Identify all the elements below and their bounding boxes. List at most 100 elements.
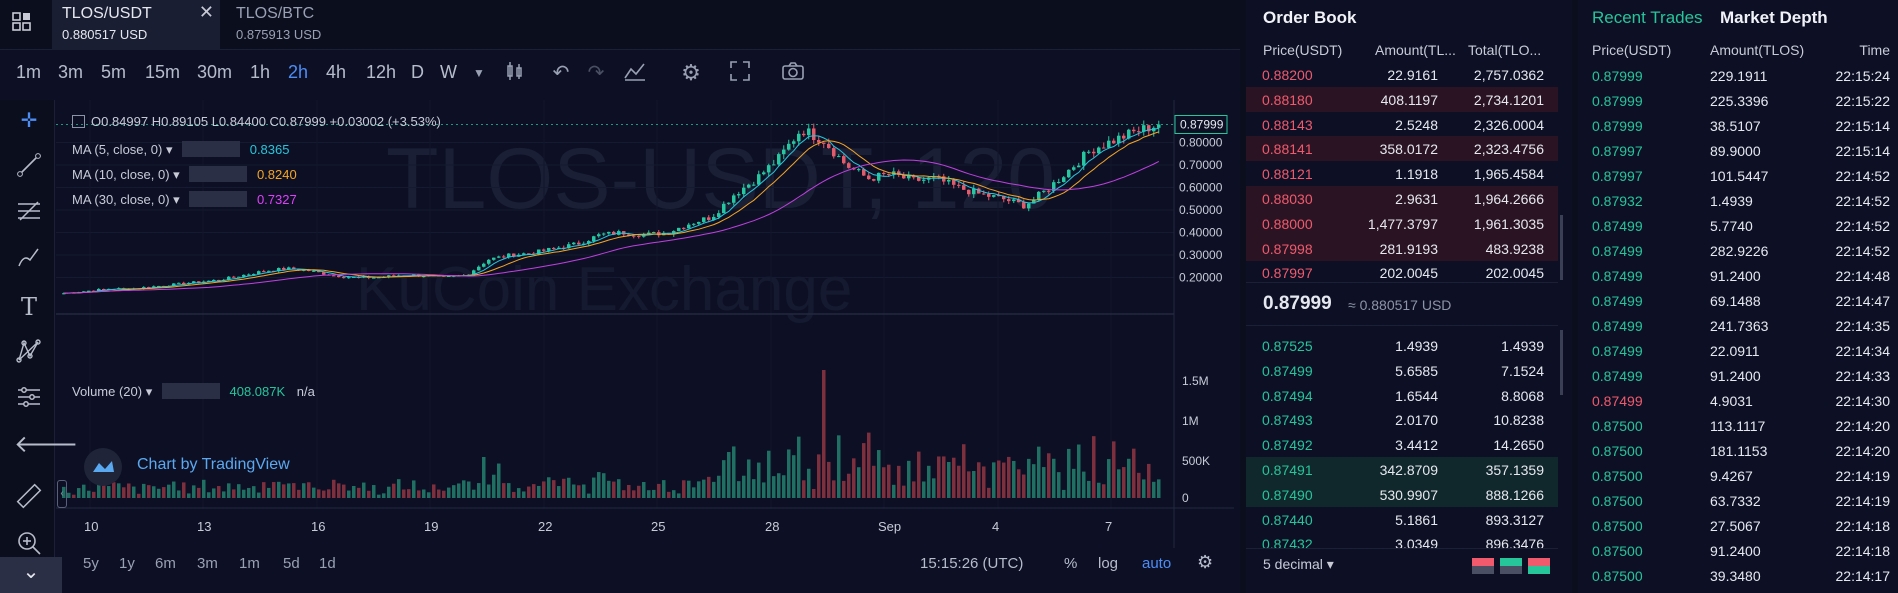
undo-icon[interactable]: ↶ (552, 62, 570, 84)
view-both-icon[interactable] (1472, 558, 1494, 574)
prediction-tool-icon[interactable] (14, 384, 44, 414)
timeframe-5m[interactable]: 5m (101, 62, 127, 82)
ask-row[interactable]: 0.88121 1.1918 1,965.4584 (1246, 161, 1558, 186)
ask-row[interactable]: 0.88000 1,477.3797 1,961.3035 (1246, 210, 1558, 236)
timeframe-1m[interactable]: 1m (16, 62, 42, 82)
range-1m[interactable]: 1m (239, 555, 260, 572)
log-toggle[interactable]: log (1098, 555, 1119, 572)
range-5y[interactable]: 5y (83, 555, 99, 572)
timeframe-1h[interactable]: 1h (250, 62, 271, 82)
percent-toggle[interactable]: % (1064, 555, 1078, 572)
candle-body (1147, 125, 1151, 132)
bids-scrollbar[interactable] (1560, 330, 1563, 395)
chevron-down-icon[interactable]: ▼ (473, 66, 485, 80)
chevron-down-icon[interactable]: ▾ (173, 192, 180, 207)
tradingview-link[interactable]: Chart by TradingView (137, 456, 290, 473)
ma5-controls[interactable] (182, 141, 241, 157)
range-1y[interactable]: 1y (119, 555, 135, 572)
candle-body (1042, 190, 1046, 192)
close-icon[interactable]: ✕ (198, 2, 214, 22)
timeframe-15m[interactable]: 15m (145, 62, 181, 82)
timeframe-30m[interactable]: 30m (197, 62, 233, 82)
ma30-legend[interactable]: MA (30, close, 0) ▾ 0.7327 (72, 191, 297, 208)
ma30-controls[interactable] (189, 191, 248, 207)
tab-tlos-btc[interactable]: TLOS/BTC 0.875913 USD (226, 0, 386, 50)
brush-icon[interactable] (14, 244, 44, 274)
asks-scrollbar[interactable] (1560, 215, 1563, 280)
tab-tlos-usdt[interactable]: TLOS/USDT 0.880517 USD ✕ (52, 0, 220, 50)
volume-legend[interactable]: Volume (20) ▾ 408.087K n/a (72, 383, 315, 400)
timeframe-2h[interactable]: 2h (288, 62, 309, 82)
trend-line-icon[interactable] (14, 152, 44, 182)
chevron-down-icon[interactable]: ▾ (173, 167, 180, 182)
timeframe-12h[interactable]: 12h (366, 62, 397, 82)
ma10-legend[interactable]: MA (10, close, 0) ▾ 0.8240 (72, 166, 297, 183)
ob-header-amount: Amount(TL... (1375, 42, 1456, 58)
bid-row[interactable]: 0.87491 342.8709 357.1359 (1246, 457, 1558, 482)
range-3m[interactable]: 3m (197, 555, 218, 572)
candles-icon[interactable] (502, 60, 528, 86)
ask-row[interactable]: 0.88180 408.1197 2,734.1201 (1246, 86, 1558, 112)
bid-amount: 5.1861 (1395, 511, 1438, 528)
ask-row[interactable]: 0.88143 2.5248 2,326.0004 (1246, 112, 1558, 137)
crosshair-icon[interactable]: ✛ (20, 110, 38, 132)
redo-icon[interactable]: ↷ (587, 62, 605, 84)
timeframe-3m[interactable]: 3m (58, 62, 84, 82)
bid-row[interactable]: 0.87432 3.0349 896.3476 (1246, 531, 1558, 556)
bid-row[interactable]: 0.87440 5.1861 893.3127 (1246, 507, 1558, 532)
price-chart[interactable]: TLOS-USDT, 120 KuCoin Exchange 0.800000.… (56, 100, 1234, 548)
ma10-controls[interactable] (189, 166, 248, 182)
ma5-legend[interactable]: MA (5, close, 0) ▾ 0.8365 (72, 141, 289, 158)
text-tool-icon[interactable]: T (20, 293, 37, 321)
collapse-legend-icon[interactable] (72, 115, 85, 128)
ask-row[interactable]: 0.88200 22.9161 2,757.0362 (1246, 62, 1558, 87)
bid-row[interactable]: 0.87494 1.6544 8.8068 (1246, 383, 1558, 408)
bid-amount: 342.8709 (1379, 462, 1438, 478)
volume-bar (942, 456, 946, 498)
tab-market-depth[interactable]: Market Depth (1720, 8, 1828, 27)
scroll-left-handle[interactable]: ‹ (57, 480, 67, 508)
view-asks-icon[interactable] (1528, 558, 1550, 574)
tradingview-logo-icon[interactable] (84, 448, 122, 486)
zoom-in-icon[interactable] (14, 530, 44, 560)
chevron-down-icon[interactable]: ▾ (145, 384, 153, 399)
collapse-toolbar-chevron-icon[interactable]: ⌄ (0, 557, 62, 593)
range-1d[interactable]: 1d (319, 555, 336, 572)
view-bids-icon[interactable] (1500, 558, 1522, 574)
fullscreen-icon[interactable] (727, 60, 753, 86)
volume-controls[interactable] (161, 383, 220, 399)
ask-price: 0.88180 (1262, 91, 1313, 108)
layout-grid-icon[interactable] (12, 12, 32, 32)
bid-row[interactable]: 0.87490 530.9907 888.1266 (1246, 481, 1558, 507)
ask-row[interactable]: 0.88030 2.9631 1,964.2666 (1246, 186, 1558, 211)
ruler-icon[interactable] (14, 483, 44, 513)
ask-row[interactable]: 0.87998 281.9193 483.9238 (1246, 235, 1558, 261)
auto-toggle[interactable]: auto (1142, 555, 1172, 572)
camera-icon[interactable] (780, 60, 806, 86)
ask-row[interactable]: 0.87997 202.0045 202.0045 (1246, 260, 1558, 285)
fib-tool-icon[interactable] (14, 198, 44, 228)
pattern-tool-icon[interactable] (14, 338, 44, 368)
back-arrow-icon[interactable]: 🡐 (14, 431, 79, 458)
trade-time: 22:15:24 (1835, 68, 1891, 84)
ask-price: 0.88200 (1262, 67, 1313, 83)
bid-row[interactable]: 0.87492 3.4412 14.2650 (1246, 432, 1558, 457)
bid-row[interactable]: 0.87499 5.6585 7.1524 (1246, 358, 1558, 383)
range-5d[interactable]: 5d (283, 555, 300, 572)
timeframe-d[interactable]: D (411, 62, 424, 82)
timeframe-w[interactable]: W (440, 62, 457, 82)
decimal-select[interactable]: 5 decimal ▾ (1263, 556, 1334, 572)
bid-row[interactable]: 0.87525 1.4939 1.4939 (1246, 333, 1558, 358)
chart-settings-gear-icon[interactable]: ⚙ (1197, 552, 1214, 572)
bid-row[interactable]: 0.87493 2.0170 10.8238 (1246, 407, 1558, 432)
timeframe-4h[interactable]: 4h (326, 62, 347, 82)
indicators-icon[interactable] (622, 60, 648, 86)
clock[interactable]: 15:15:26 (UTC) (920, 555, 1024, 572)
divider (1246, 548, 1558, 549)
chevron-down-icon[interactable]: ▾ (165, 142, 173, 157)
ask-row[interactable]: 0.88141 358.0172 2,323.4756 (1246, 136, 1558, 162)
settings-gear-icon[interactable]: ⚙ (681, 60, 701, 85)
range-6m[interactable]: 6m (155, 555, 176, 572)
ma10-label: MA (10, close, 0) (72, 167, 170, 182)
tab-recent-trades[interactable]: Recent Trades (1592, 8, 1703, 27)
